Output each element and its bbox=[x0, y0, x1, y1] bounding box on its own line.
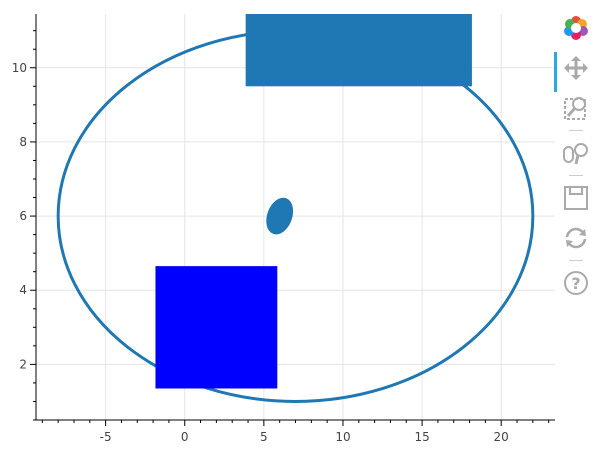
chart-canvas[interactable]: -5 0 5 10 15 20 2 4 6 8 10 bbox=[0, 0, 556, 460]
rect-glyph-2 bbox=[245, 14, 472, 87]
toolbar-divider bbox=[569, 130, 583, 131]
reset-tool[interactable] bbox=[556, 218, 596, 258]
x-tick-label: 10 bbox=[335, 430, 350, 444]
y-tick-label: 4 bbox=[19, 283, 27, 297]
box-zoom-tool[interactable] bbox=[556, 88, 596, 128]
pan-icon bbox=[564, 56, 588, 80]
x-tick-label: 15 bbox=[414, 430, 429, 444]
svg-text:?: ? bbox=[571, 274, 580, 293]
wheel-zoom-icon bbox=[563, 143, 588, 165]
glyphs-layer bbox=[56, 14, 535, 403]
toolbar-divider bbox=[569, 260, 583, 261]
save-tool[interactable] bbox=[556, 178, 596, 218]
save-icon bbox=[564, 186, 588, 210]
logo-icon bbox=[564, 16, 588, 40]
small-ellipse-glyph bbox=[266, 197, 294, 235]
toolbar: ? bbox=[554, 8, 596, 303]
box-zoom-icon bbox=[564, 97, 586, 120]
x-tick-label: 5 bbox=[260, 430, 268, 444]
x-tick-label: 20 bbox=[494, 430, 509, 444]
toolbar-divider bbox=[569, 175, 583, 176]
rect-glyph-1 bbox=[155, 266, 278, 389]
y-tick-label: 2 bbox=[19, 357, 27, 371]
y-tick-label: 6 bbox=[19, 209, 27, 223]
x-tick-label: 0 bbox=[181, 430, 189, 444]
active-indicator bbox=[554, 52, 557, 92]
y-tick-label: 8 bbox=[19, 135, 27, 149]
bokeh-logo[interactable] bbox=[556, 8, 596, 48]
reset-icon bbox=[565, 227, 587, 249]
help-icon: ? bbox=[564, 271, 588, 295]
help-tool[interactable]: ? bbox=[556, 263, 596, 303]
wheel-zoom-tool[interactable] bbox=[556, 133, 596, 173]
pan-tool[interactable] bbox=[554, 48, 596, 92]
x-tick-label: -5 bbox=[100, 430, 112, 444]
y-tick-label: 10 bbox=[12, 61, 27, 75]
